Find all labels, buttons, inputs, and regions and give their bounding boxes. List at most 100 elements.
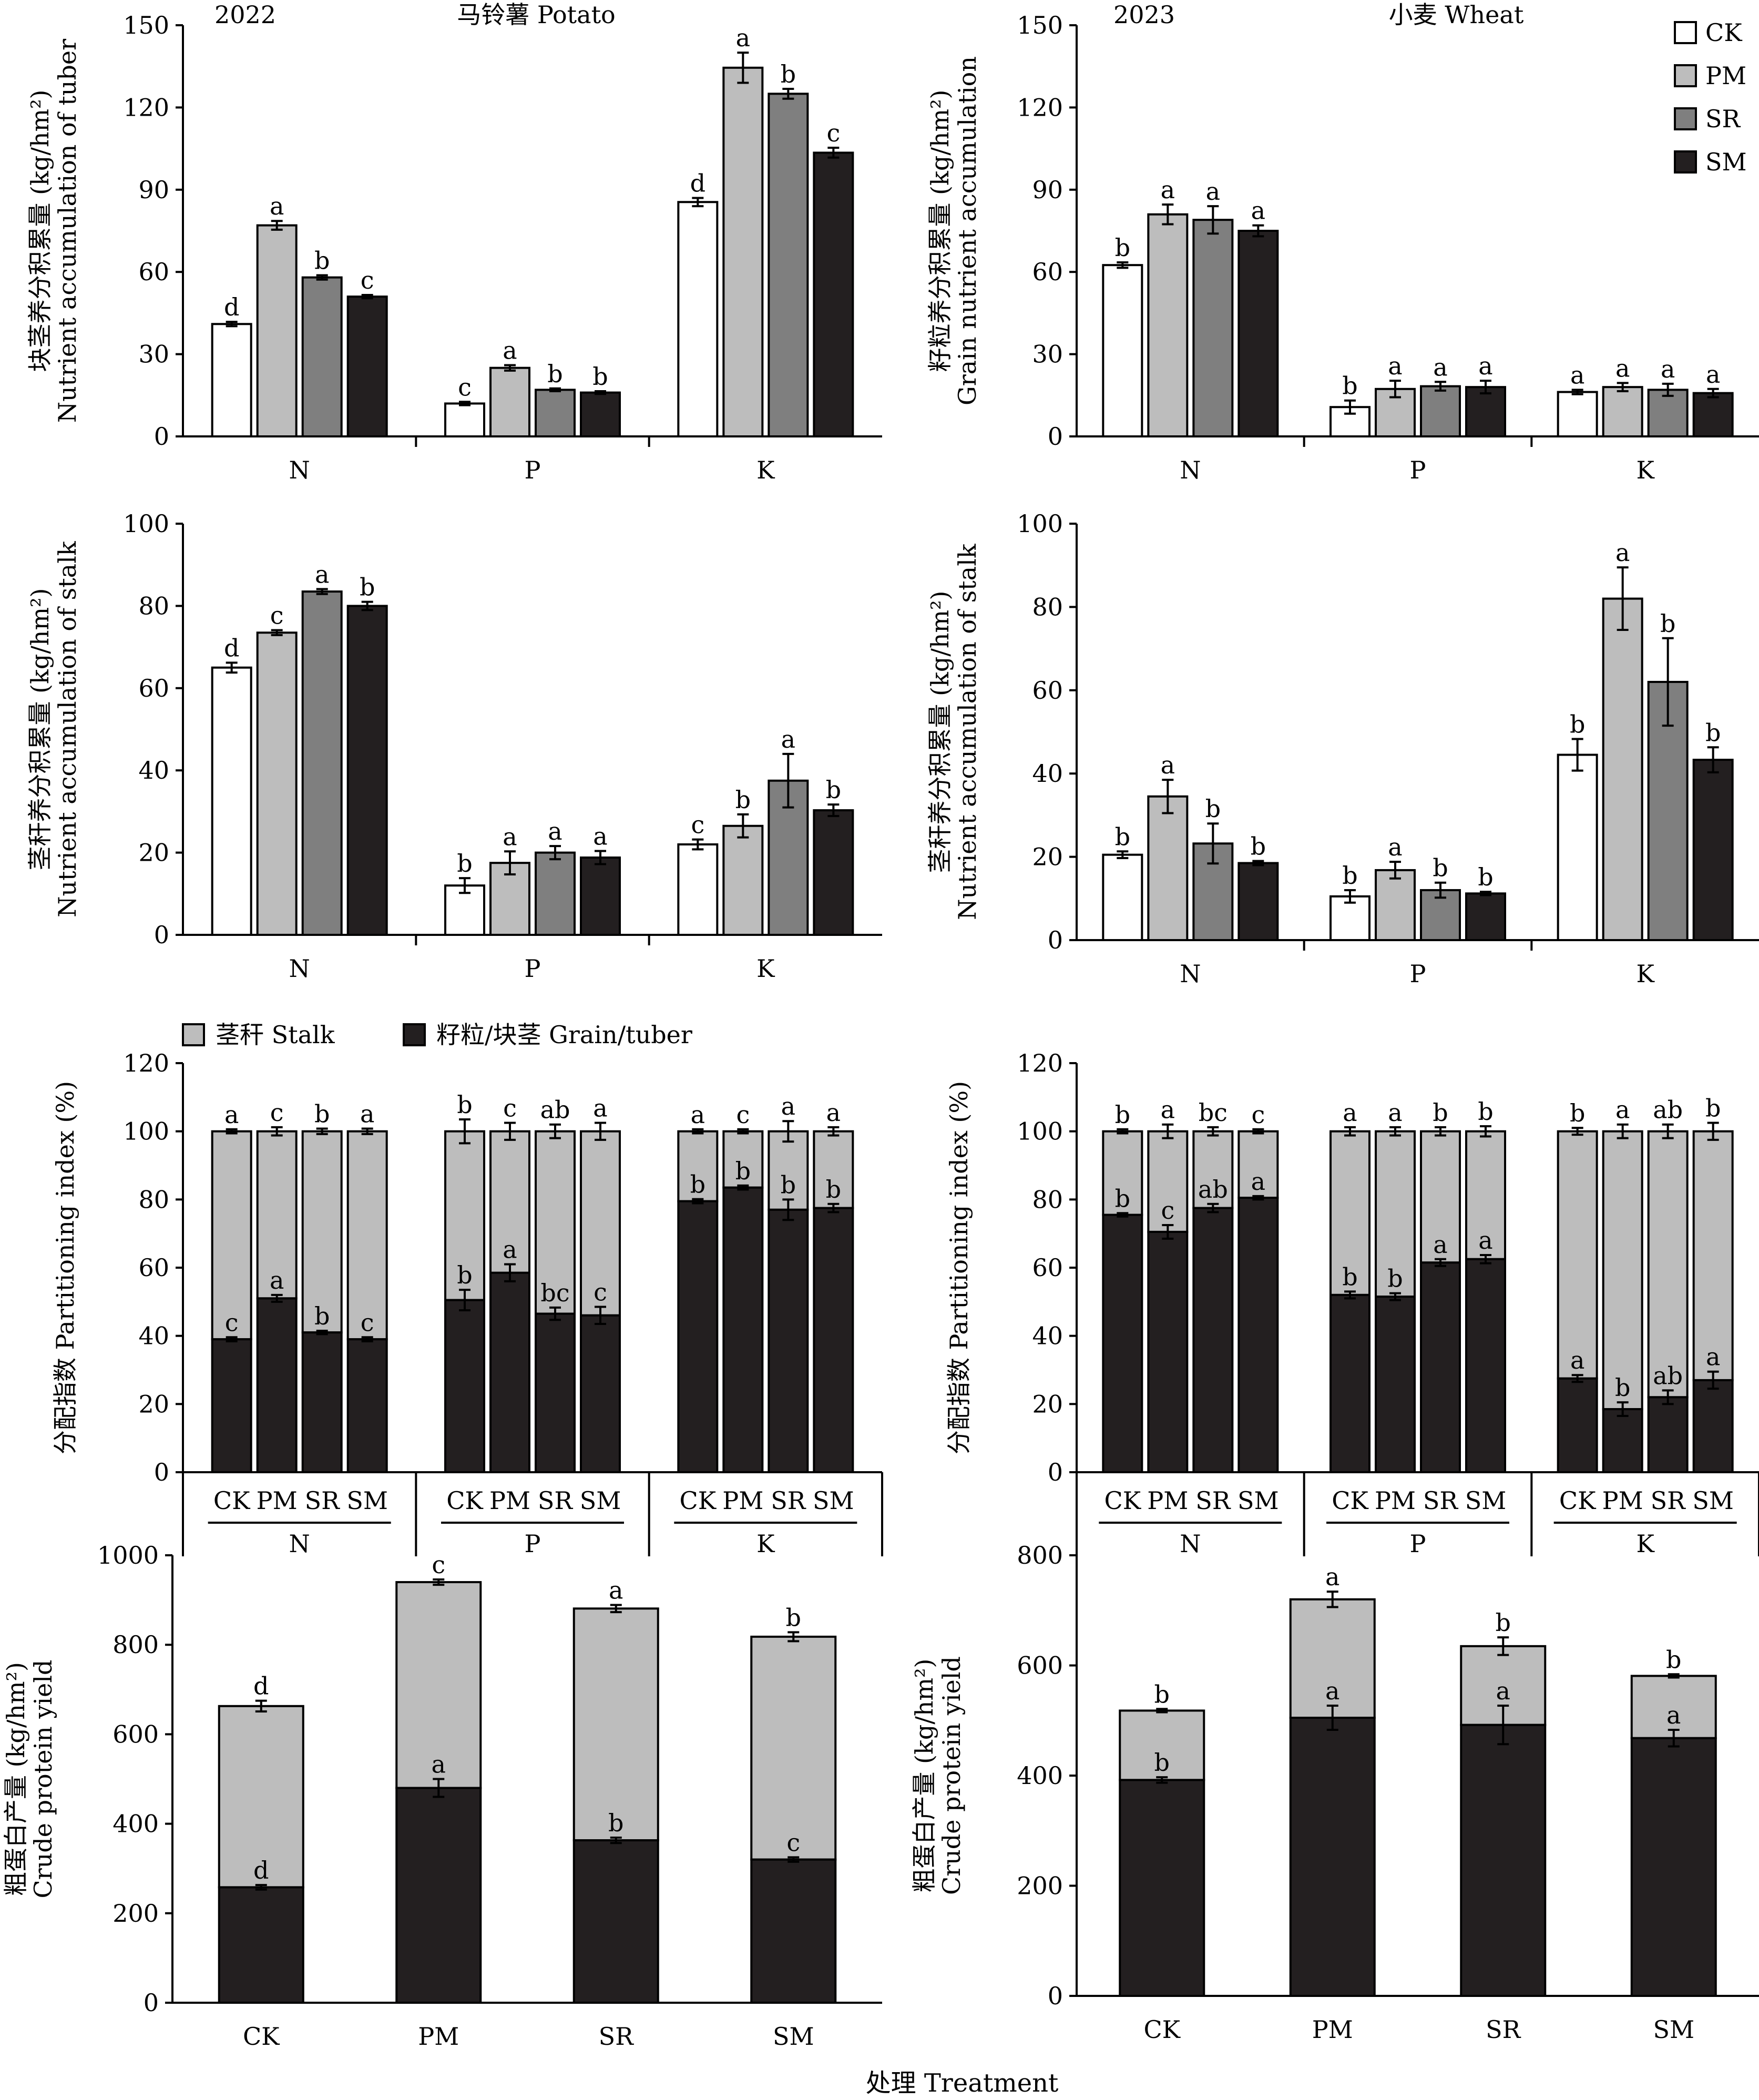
potato-stalk-sig-N-PM: c [270,602,284,630]
potato-partition-stalk-sig-N-CK: a [224,1100,239,1129]
potato-partition-cat-label-N-PM: PM [257,1486,298,1515]
wheat-stalk-sig-K-SR: b [1660,609,1675,638]
wheat-partition-stalk-sig-P-CK: a [1343,1098,1357,1127]
wheat-protein-grain-sig-SR: a [1496,1677,1510,1705]
wheat-stalk-bar-P-SM [1465,892,1506,942]
potato-tuber-bar-P-SM [580,391,621,437]
year-label-wheat: 2023 [1113,1,1175,29]
potato-partition-grain-sig-N-SM: c [361,1308,374,1337]
potato-partition-y-tick-label: 0 [154,1458,169,1486]
wheat-grain-bar-K-PM [1602,386,1643,437]
wheat-partition-grain-sig-P-PM: b [1387,1265,1403,1293]
wheat-partition-cat-label-K-SR: SR [1651,1486,1686,1515]
wheat-protein-stalk-sig-CK: b [1154,1680,1170,1708]
wheat-stalk-bar-N-SM [1238,862,1279,941]
potato-stalk-sig-K-SR: a [781,725,795,753]
wheat-protein-grain-bar-SM [1630,1737,1717,1997]
wheat-partition-cat-label-P-CK: CK [1332,1486,1369,1515]
wheat-grain-bar-P-SM [1465,386,1506,437]
potato-partition-group-label-K: K [756,1530,775,1558]
wheat-partition-grain-bar-K-SR [1647,1396,1689,1474]
wheat-partition-cat-label-K-SM: SM [1692,1486,1734,1515]
wheat-partition-stalk-bar-K-CK [1557,1130,1598,1380]
potato-partition-grain-bar-P-CK [444,1299,485,1473]
wheat-stalk-bar-K-CK [1557,753,1598,942]
potato-protein-y-tick-label: 800 [113,1630,159,1659]
potato-tuber-bar-K-PM [722,66,764,438]
wheat-partition-grain-bar-K-CK [1557,1377,1598,1473]
wheat-partition-y-title: 分配指数 Partitioning index (%) [945,1081,973,1454]
potato-partition-stalk-sig-P-PM: c [503,1094,517,1122]
potato-stalk-y-title: 茎秆养分积累量 (kg/hm²) [26,588,54,870]
wheat-partition-grain-bar-N-SR [1192,1207,1234,1474]
potato-partition-stalk-sig-N-PM: c [270,1098,284,1127]
potato-partition-y-tick-label: 80 [138,1185,169,1214]
potato-stalk-y-title: Nutrient accumulation of stalk [53,541,81,918]
potato-partition-stalk-sig-P-CK: b [457,1090,472,1119]
potato-partition-stalk-sig-K-SR: a [781,1092,795,1120]
wheat-partition-grain-bar-P-PM [1375,1296,1416,1474]
potato-stalk-sig-K-CK: c [691,811,704,839]
potato-tuber-bar-K-SR [768,93,809,438]
wheat-protein-grain-bar-CK [1119,1779,1205,1997]
potato-partition-stalk-sig-N-SR: b [314,1099,330,1128]
wheat-stalk-y-tick-label: 40 [1032,759,1063,788]
legend-label-PM: PM [1705,62,1746,90]
potato-stalk-sig-P-PM: a [503,822,517,851]
potato-protein-grain-bar-PM [395,1787,482,2004]
wheat-stalk-sig-P-CK: b [1342,861,1357,890]
potato-tuber-sig-K-PM: a [736,24,750,52]
wheat-partition-y-tick-label: 0 [1048,1458,1063,1486]
potato-partition-grain-bar-N-PM [256,1297,298,1474]
potato-protein-cat-label-CK: CK [243,2022,280,2051]
wheat-stalk-group-label-N: N [1180,960,1201,988]
wheat-protein-y-title: 粗蛋白产量 (kg/hm²) [910,1658,938,1892]
potato-protein-stalk-sig-PM: c [432,1551,445,1579]
wheat-partition-cat-label-N-PM: PM [1147,1486,1188,1515]
potato-tuber-sig-P-SR: b [547,360,563,388]
wheat-protein-stalk-bar-PM [1289,1598,1376,1719]
wheat-partition-stalk-bar-N-CK [1102,1130,1143,1216]
potato-partition-stalk-bar-N-SM [346,1130,388,1341]
potato-partition-cat-label-K-PM: PM [722,1486,763,1515]
wheat-protein-y-title: Crude protein yield [937,1656,966,1895]
wheat-grain-bar-K-SM [1692,392,1734,437]
wheat-grain-sig-K-SR: a [1661,355,1675,383]
potato-stalk-bar-P-SM [580,856,621,936]
wheat-partition-grain-bar-P-SR [1420,1261,1461,1473]
potato-stalk-y-tick-label: 60 [138,674,169,702]
wheat-stalk-sig-K-SM: b [1705,718,1721,747]
potato-partition-y-tick-label: 120 [123,1049,169,1077]
potato-tuber-sig-P-SM: b [592,362,608,391]
wheat-partition-stalk-bar-K-SR [1647,1130,1689,1399]
wheat-partition-cat-label-N-CK: CK [1105,1486,1142,1515]
potato-partition-stalk-sig-K-PM: c [736,1100,750,1129]
potato-protein-y-tick-label: 0 [144,1989,159,2017]
wheat-partition-grain-sig-N-CK: b [1115,1184,1130,1212]
potato-partition-grain-bar-K-PM [722,1186,764,1473]
legend-swatch-grain [403,1023,426,1046]
wheat-protein-cat-label-CK: CK [1143,2015,1181,2044]
potato-partition-grain-sig-K-PM: b [735,1157,751,1185]
wheat-partition-grain-sig-P-SR: a [1433,1230,1447,1259]
potato-protein-y-tick-label: 400 [113,1810,159,1838]
potato-tuber-y-title: 块茎养分积累量 (kg/hm²) [26,89,54,372]
wheat-partition-stalk-sig-P-SR: b [1433,1098,1448,1127]
wheat-stalk-y-tick-label: 100 [1017,509,1063,538]
potato-partition-stalk-sig-K-SM: a [826,1098,841,1127]
potato-partition-grain-sig-N-PM: a [270,1266,284,1294]
potato-stalk-bar-N-PM [256,631,298,936]
wheat-stalk-y-title: 茎秆养分积累量 (kg/hm²) [926,590,954,873]
wheat-partition-grain-sig-K-PM: b [1615,1373,1630,1402]
potato-partition-grain-bar-N-CK [211,1338,252,1473]
potato-stalk-sig-N-SR: a [315,560,329,588]
potato-tuber-bar-P-PM [489,366,530,438]
x-axis-title: 处理 Treatment [866,2068,1059,2098]
wheat-protein-y-tick-label: 800 [1017,1541,1063,1569]
wheat-grain-group-label-K: K [1636,456,1655,484]
potato-tuber-sig-N-PM: a [270,192,284,220]
wheat-partition-y-tick-label: 100 [1017,1117,1063,1146]
wheat-partition-group-label-P: P [1410,1530,1426,1558]
wheat-partition-y-tick-label: 120 [1017,1049,1063,1077]
potato-tuber-bar-K-CK [677,201,719,437]
